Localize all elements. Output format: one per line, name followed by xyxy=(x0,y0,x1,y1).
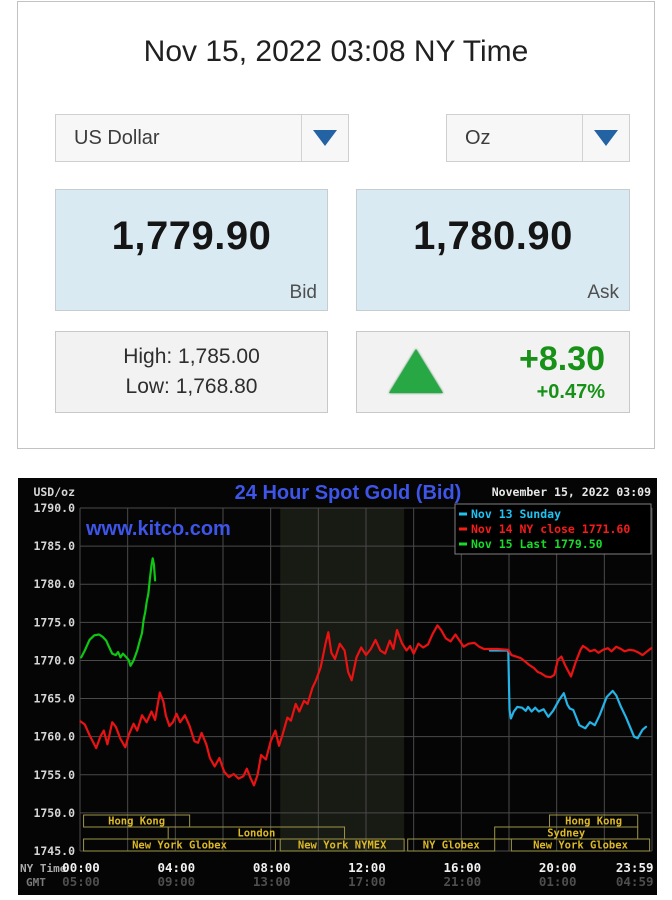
svg-text:21:00: 21:00 xyxy=(444,874,482,889)
svg-text:1765.0: 1765.0 xyxy=(33,692,75,706)
ask-label: Ask xyxy=(587,282,619,303)
svg-text:Sydney: Sydney xyxy=(547,828,586,840)
change-percent: +0.47% xyxy=(536,381,605,403)
svg-text:Hong Kong: Hong Kong xyxy=(108,816,165,828)
svg-text:NY Globex: NY Globex xyxy=(423,840,481,852)
svg-text:Hong Kong: Hong Kong xyxy=(565,816,622,828)
unit-select-value: Oz xyxy=(465,126,491,149)
svg-text:24 Hour Spot Gold (Bid): 24 Hour Spot Gold (Bid) xyxy=(235,482,462,504)
bid-value: 1,779.90 xyxy=(111,214,272,258)
svg-text:01:00: 01:00 xyxy=(539,874,577,889)
svg-text:www.kitco.com: www.kitco.com xyxy=(85,518,231,540)
quote-panel: Nov 15, 2022 03:08 NY Time US Dollar Oz … xyxy=(17,1,655,449)
svg-text:New York Globex: New York Globex xyxy=(533,840,629,852)
quote-timestamp-title: Nov 15, 2022 03:08 NY Time xyxy=(143,35,529,68)
svg-text:1770.0: 1770.0 xyxy=(33,653,75,667)
change-box: +8.30 +0.47% xyxy=(356,331,630,413)
ask-box: 1,780.90 Ask xyxy=(356,189,630,311)
currency-select-arrow[interactable] xyxy=(301,115,348,161)
svg-text:New York Globex: New York Globex xyxy=(132,840,228,852)
svg-text:NY Time: NY Time xyxy=(20,862,67,875)
bid-label: Bid xyxy=(289,282,317,303)
svg-text:13:00: 13:00 xyxy=(253,874,291,889)
up-triangle-icon xyxy=(389,349,443,393)
svg-text:04:00: 04:00 xyxy=(158,860,196,875)
svg-text:1755.0: 1755.0 xyxy=(33,768,75,782)
svg-text:New York NYMEX: New York NYMEX xyxy=(298,840,387,852)
svg-text:GMT: GMT xyxy=(26,876,46,889)
svg-text:00:00: 00:00 xyxy=(62,860,100,875)
ask-value: 1,780.90 xyxy=(413,214,573,258)
svg-text:09:00: 09:00 xyxy=(158,874,196,889)
svg-text:Nov 13 Sunday: Nov 13 Sunday xyxy=(471,507,561,521)
svg-text:Nov 14 NY close 1771.60: Nov 14 NY close 1771.60 xyxy=(471,522,630,536)
change-absolute: +8.30 xyxy=(518,340,605,378)
svg-text:23:59: 23:59 xyxy=(616,860,654,875)
change-values: +8.30 +0.47% xyxy=(519,340,605,404)
unit-select-arrow[interactable] xyxy=(582,115,629,161)
svg-text:USD/oz: USD/oz xyxy=(33,485,75,499)
svg-text:November 15, 2022 03:09: November 15, 2022 03:09 xyxy=(492,485,651,499)
unit-select[interactable]: Oz xyxy=(446,114,630,162)
svg-text:08:00: 08:00 xyxy=(253,860,291,875)
currency-select[interactable]: US Dollar xyxy=(55,114,349,162)
spot-gold-24h-chart: 1745.0 1750.0 1755.0 1760.0 1765.0 1770.0 1775… xyxy=(18,478,657,895)
svg-text:16:00: 16:00 xyxy=(444,860,482,875)
svg-text:05:00: 05:00 xyxy=(62,874,100,889)
low-value: Low: 1,768.80 xyxy=(125,375,258,398)
svg-text:20:00: 20:00 xyxy=(539,860,577,875)
svg-text:London: London xyxy=(237,828,275,840)
chevron-down-icon xyxy=(594,130,618,146)
svg-text:Nov 15 Last 1779.50: Nov 15 Last 1779.50 xyxy=(471,537,603,551)
svg-text:1745.0: 1745.0 xyxy=(33,844,75,858)
svg-text:1760.0: 1760.0 xyxy=(33,730,75,744)
svg-text:12:00: 12:00 xyxy=(348,860,386,875)
svg-text:1750.0: 1750.0 xyxy=(33,806,75,820)
svg-text:04:59: 04:59 xyxy=(616,874,654,889)
svg-text:1785.0: 1785.0 xyxy=(33,539,75,553)
spot-gold-chart-canvas: 1745.0 1750.0 1755.0 1760.0 1765.0 1770.0 1775… xyxy=(18,478,657,895)
currency-select-value: US Dollar xyxy=(74,126,160,149)
high-value: High: 1,785.00 xyxy=(123,345,260,368)
svg-text:1780.0: 1780.0 xyxy=(33,577,75,591)
svg-text:1790.0: 1790.0 xyxy=(33,501,75,515)
svg-text:17:00: 17:00 xyxy=(348,874,386,889)
high-low-box: High: 1,785.00 Low: 1,768.80 xyxy=(55,331,328,413)
bid-box: 1,779.90 Bid xyxy=(55,189,328,311)
chevron-down-icon xyxy=(313,130,337,146)
svg-text:1775.0: 1775.0 xyxy=(33,615,75,629)
